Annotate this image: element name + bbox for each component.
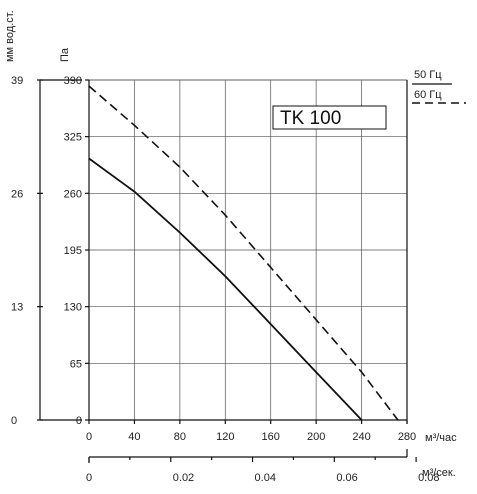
y-tick-label-0: 0 [76, 415, 82, 427]
series-1-point-5 [315, 319, 317, 321]
x-tick-label-6: 240 [352, 431, 370, 443]
x-axis-unit: м³/час [425, 432, 457, 444]
y2-tick-label-0: 0 [11, 415, 17, 427]
x-tick-label-3: 120 [216, 431, 234, 443]
series-0-point-6 [360, 419, 363, 421]
y-tick-label-3: 195 [64, 245, 82, 257]
series-1-point-1 [133, 124, 136, 126]
series-1-point-0 [88, 85, 90, 87]
x-tick-label-5: 200 [307, 431, 325, 443]
y-axis-unit: Па [59, 47, 71, 62]
x2-tick-label-2: 0.04 [255, 472, 276, 484]
y2-tick-label-3: 39 [11, 75, 23, 87]
series-1-point-6 [360, 371, 363, 373]
series-0-point-0 [88, 157, 90, 160]
x2-tick-label-3: 0.06 [336, 472, 357, 484]
x-tick-label-1: 40 [128, 431, 140, 443]
series-1-point-3 [224, 214, 226, 216]
series-0-point-1 [133, 190, 136, 193]
x-tick-label-0: 0 [86, 431, 92, 443]
series [88, 85, 399, 421]
legend-label-50hz: 50 Гц [414, 69, 442, 81]
y2-tick-label-2: 26 [11, 188, 23, 200]
chart-title: TK 100 [280, 108, 341, 129]
series-0-point-2 [179, 231, 181, 234]
y-tick-label-6: 390 [64, 75, 82, 87]
series-1-point-4 [270, 266, 272, 269]
x2-tick-label-4: 0.08 [418, 472, 439, 484]
y-tick-label-5: 325 [64, 132, 82, 144]
title-box: TK 100 [272, 105, 387, 130]
x-tick-label-4: 160 [262, 431, 280, 443]
x2-axis-unit: м³/сек. [422, 467, 456, 479]
x2-tick-label-0: 0 [86, 472, 92, 484]
y2-axis-unit: мм вод.ст. [4, 10, 16, 62]
y-tick-label-2: 130 [64, 302, 82, 314]
series-line-1 [88, 85, 399, 421]
y2-tick-label-1: 13 [11, 302, 23, 314]
series-1-point-7 [397, 419, 399, 421]
series-0-point-4 [270, 323, 272, 325]
series-0-point-3 [224, 275, 226, 277]
x-tick-label-7: 280 [398, 431, 416, 443]
legend-label-60hz: 60 Гц [414, 89, 442, 101]
y-tick-label-4: 260 [64, 188, 82, 200]
series-0-point-5 [315, 371, 317, 373]
tick-labels: 0 40 80 120 160 200 240 28006513019526032539001… [11, 75, 440, 484]
legend: 50 Гц 60 Гц [412, 69, 466, 104]
grid [88, 79, 408, 421]
x-tick-label-2: 80 [174, 431, 186, 443]
x2-tick-label-1: 0.02 [173, 472, 194, 484]
axes [37, 79, 417, 463]
y-tick-label-1: 65 [70, 358, 82, 370]
series-1-point-2 [179, 166, 181, 168]
